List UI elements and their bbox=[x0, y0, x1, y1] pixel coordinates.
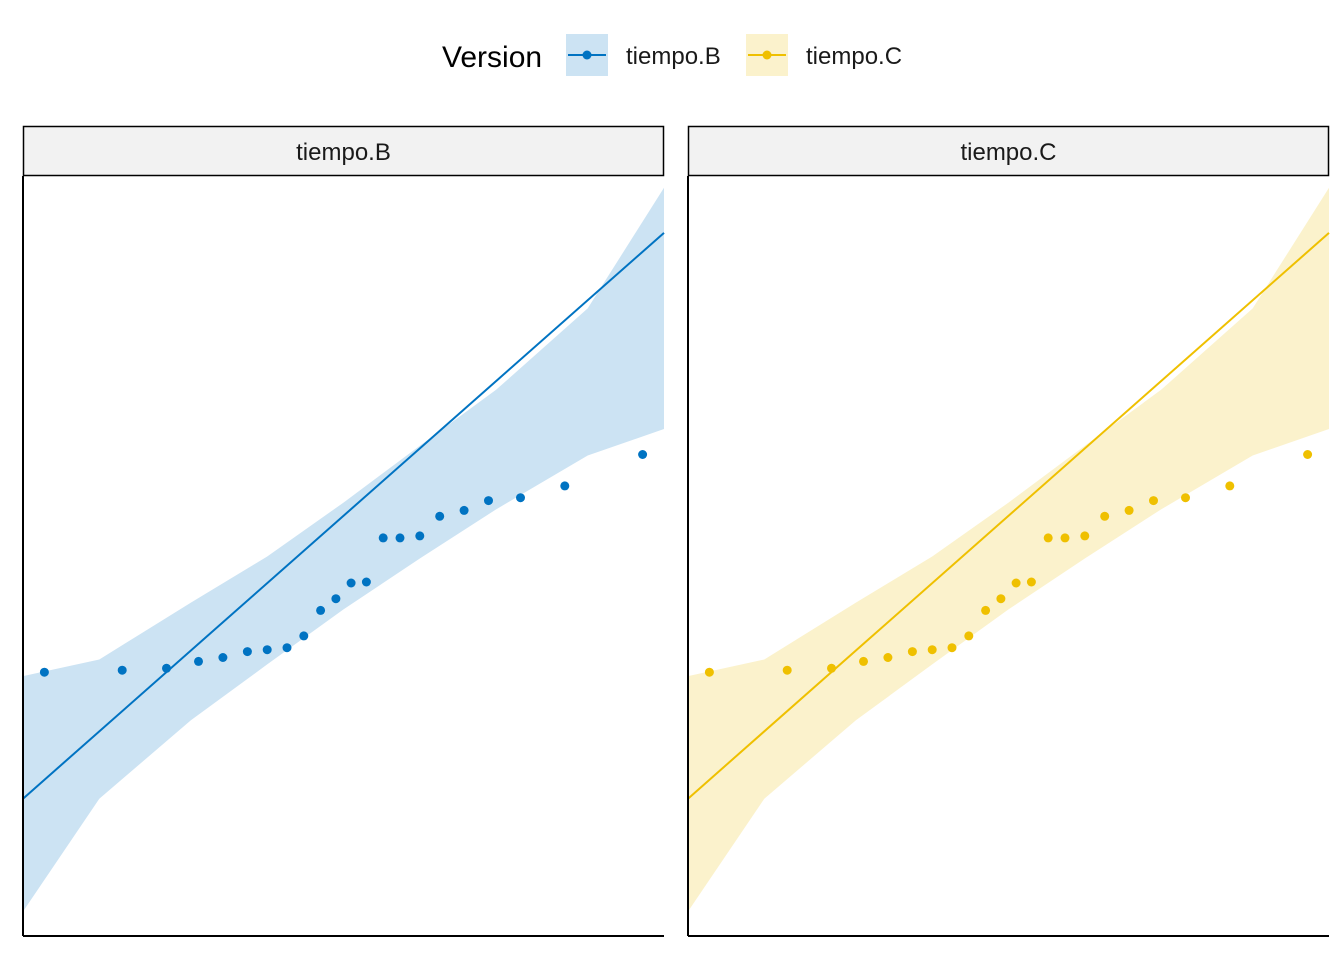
strip-label-tiempo-c: tiempo.C bbox=[960, 139, 1056, 166]
data-point-c bbox=[1060, 533, 1070, 543]
strip-tiempo-b bbox=[22, 125, 665, 177]
data-point-c bbox=[981, 605, 991, 615]
data-point-b bbox=[331, 594, 341, 604]
legend-entry-tiempo-b: tiempo.B bbox=[566, 34, 721, 76]
data-point-c bbox=[782, 665, 792, 675]
data-point-c bbox=[1181, 493, 1190, 503]
legend-label-b: tiempo.B bbox=[626, 43, 721, 70]
data-point-b bbox=[316, 605, 326, 615]
data-point-c bbox=[883, 653, 893, 662]
plot-area-tiempo-c bbox=[687, 187, 1330, 912]
data-point-b bbox=[484, 496, 493, 506]
data-point-b bbox=[395, 533, 405, 543]
data-point-c bbox=[1124, 505, 1134, 515]
data-point-c bbox=[947, 643, 957, 653]
data-point-c bbox=[907, 647, 917, 657]
data-point-b bbox=[516, 493, 525, 503]
legend-entry-tiempo-c: tiempo.C bbox=[746, 34, 902, 76]
data-point-b bbox=[117, 665, 127, 675]
data-point-c bbox=[1225, 481, 1235, 491]
data-point-c bbox=[859, 656, 868, 666]
data-point-b bbox=[638, 450, 648, 459]
data-point-b bbox=[361, 577, 371, 587]
data-point-b bbox=[435, 511, 445, 521]
reference-line-c bbox=[687, 232, 1330, 800]
data-point-b bbox=[415, 531, 425, 541]
reference-line-b bbox=[22, 232, 665, 800]
data-point-b bbox=[299, 631, 309, 641]
data-point-c bbox=[704, 667, 714, 677]
data-point-b bbox=[218, 653, 228, 662]
strip-tiempo-c bbox=[687, 125, 1330, 177]
data-point-b bbox=[242, 647, 252, 657]
data-point-c bbox=[996, 594, 1006, 604]
data-point-b bbox=[39, 667, 49, 677]
data-point-b bbox=[162, 663, 171, 673]
panel-tiempo-c: tiempo.C bbox=[687, 125, 1330, 937]
data-point-b bbox=[346, 578, 356, 588]
legend-title: Version bbox=[442, 41, 542, 74]
legend-key-b-point bbox=[582, 50, 592, 60]
confidence-band-b bbox=[23, 187, 664, 912]
data-point-b bbox=[194, 656, 203, 666]
data-point-b bbox=[560, 481, 570, 491]
data-point-c bbox=[1043, 533, 1053, 543]
data-point-b bbox=[459, 505, 469, 515]
data-point-c bbox=[927, 645, 937, 655]
data-point-c bbox=[1100, 511, 1110, 521]
data-point-c bbox=[1011, 578, 1021, 588]
confidence-band-c bbox=[688, 187, 1329, 912]
data-point-b bbox=[282, 643, 292, 653]
data-point-c bbox=[1149, 496, 1158, 506]
plot-area-tiempo-b bbox=[22, 187, 665, 912]
data-point-c bbox=[827, 663, 836, 673]
data-point-b bbox=[378, 533, 388, 543]
data-point-c bbox=[1303, 450, 1313, 459]
data-point-c bbox=[1026, 577, 1036, 587]
strip-label-tiempo-b: tiempo.B bbox=[296, 139, 391, 166]
panel-tiempo-b: tiempo.B bbox=[22, 125, 665, 937]
legend-key-c-point bbox=[762, 50, 772, 60]
data-point-c bbox=[964, 631, 974, 641]
legend: Version tiempo.B tiempo.C bbox=[442, 34, 902, 76]
legend-label-c: tiempo.C bbox=[806, 43, 902, 70]
data-point-c bbox=[1080, 531, 1090, 541]
data-point-b bbox=[262, 645, 272, 655]
